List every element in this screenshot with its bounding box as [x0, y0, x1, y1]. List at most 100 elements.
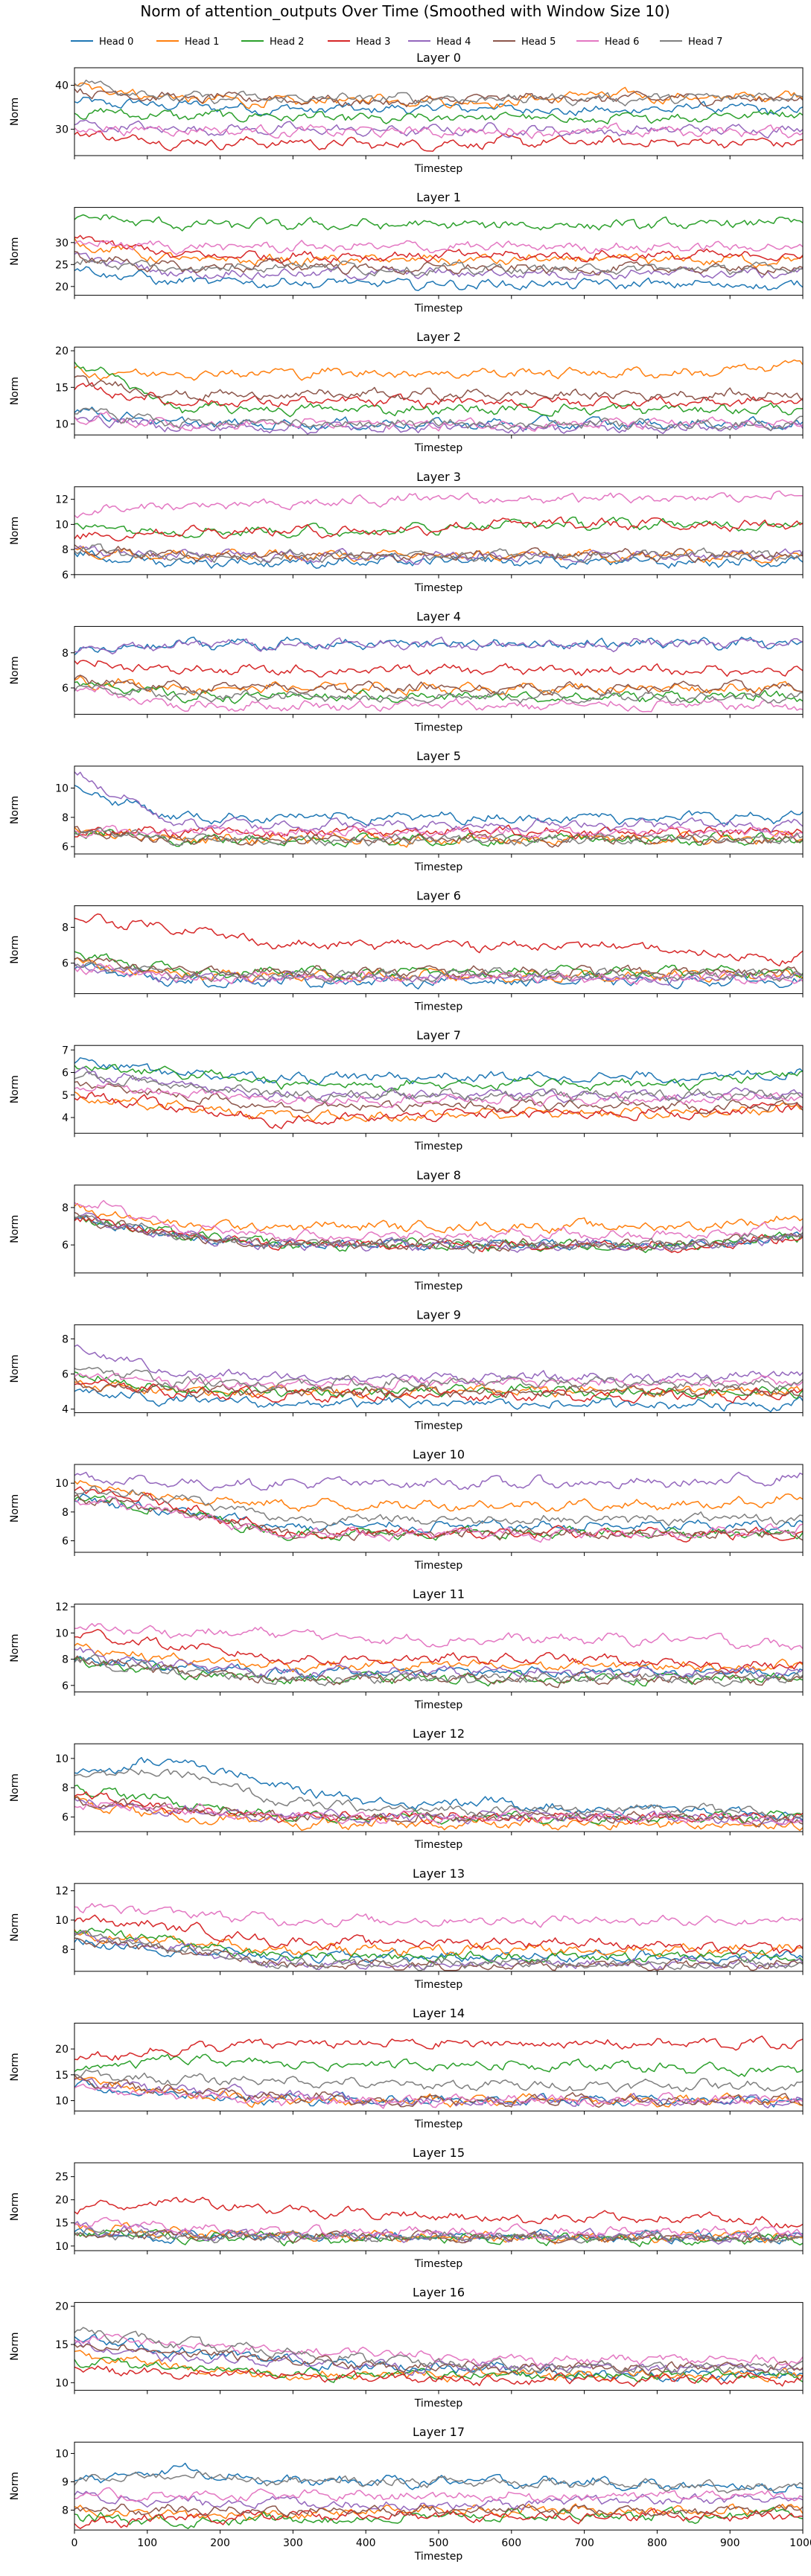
- series-line-3-3: [74, 516, 804, 542]
- ytick-label-11-2: 10: [55, 1627, 69, 1639]
- legend-label-5: Head 5: [521, 36, 556, 48]
- ytick-label-7-0: 4: [62, 1112, 69, 1124]
- ylabel-9: Norm: [9, 1354, 21, 1383]
- series-line-7-1: [74, 1091, 804, 1123]
- axes-frame-14: [74, 2022, 804, 2111]
- ylabel-4: Norm: [9, 656, 21, 684]
- series-line-2-3: [74, 382, 804, 409]
- ytick-label-8-1: 8: [62, 1202, 69, 1214]
- ytick-label-1-2: 30: [55, 237, 69, 249]
- series-line-5-4: [74, 771, 804, 834]
- ytick-label-12-0: 6: [62, 1812, 69, 1824]
- ylabel-0: Norm: [9, 98, 21, 126]
- ytick-label-16-2: 20: [55, 2301, 69, 2313]
- series-line-2-6: [74, 411, 804, 432]
- xlabel-0: Timestep: [414, 163, 463, 175]
- series-line-12-4: [74, 1798, 804, 1826]
- ytick-label-2-1: 15: [55, 382, 69, 394]
- xlabel-7: Timestep: [414, 1141, 463, 1152]
- xlabel-9: Timestep: [414, 1420, 463, 1432]
- axes-frame-0: [74, 67, 804, 156]
- xlabel-15: Timestep: [414, 2258, 463, 2270]
- ylabel-17: Norm: [9, 2472, 21, 2500]
- series-line-14-2: [74, 2053, 804, 2077]
- ytick-label-14-2: 20: [55, 2044, 69, 2056]
- xlabel-4: Timestep: [414, 721, 463, 733]
- panel-title-17: Layer 17: [413, 2425, 465, 2439]
- series-line-0-2: [74, 107, 804, 125]
- series-line-17-1: [74, 2503, 804, 2521]
- legend-label-2: Head 2: [270, 36, 304, 48]
- ytick-label-12-2: 10: [55, 1753, 69, 1765]
- figure-title: Norm of attention_outputs Over Time (Smo…: [140, 2, 670, 20]
- panel-title-16: Layer 16: [413, 2286, 465, 2300]
- ytick-label-11-1: 8: [62, 1654, 69, 1666]
- series-line-2-5: [74, 374, 804, 402]
- ytick-label-6-0: 6: [62, 958, 69, 970]
- series-line-17-5: [74, 2503, 804, 2517]
- series-line-1-7: [74, 258, 804, 277]
- series-line-0-1: [74, 82, 804, 109]
- panel-title-3: Layer 3: [416, 470, 461, 484]
- ytick-label-11-3: 12: [55, 1601, 69, 1613]
- legend-label-6: Head 6: [605, 36, 639, 48]
- series-line-6-6: [74, 963, 804, 985]
- series-line-13-3: [74, 1914, 804, 1955]
- series-line-17-2: [74, 2506, 804, 2530]
- ylabel-11: Norm: [9, 1634, 21, 1662]
- series-line-0-3: [74, 130, 804, 152]
- ytick-label-13-2: 12: [55, 1886, 69, 1898]
- series-line-3-5: [74, 544, 804, 564]
- series-line-17-6: [74, 2487, 804, 2503]
- ytick-label-14-0: 10: [55, 2096, 69, 2108]
- series-line-16-4: [74, 2340, 804, 2376]
- ytick-label-4-0: 6: [62, 683, 69, 695]
- series-line-12-1: [74, 1796, 804, 1831]
- ytick-label-15-3: 25: [55, 2172, 69, 2184]
- series-line-14-3: [74, 2035, 804, 2062]
- series-line-1-5: [74, 251, 804, 275]
- ylabel-8: Norm: [9, 1215, 21, 1243]
- series-line-1-2: [74, 214, 804, 232]
- ytick-label-17-2: 10: [55, 2448, 69, 2460]
- series-line-10-4: [74, 1471, 804, 1491]
- series-line-9-3: [74, 1379, 804, 1404]
- legend-label-0: Head 0: [99, 36, 133, 48]
- xlabel-16: Timestep: [414, 2398, 463, 2410]
- ytick-label-13-1: 10: [55, 1915, 69, 1927]
- ytick-label-12-1: 8: [62, 1782, 69, 1794]
- ytick-label-2-2: 20: [55, 345, 69, 357]
- series-line-12-3: [74, 1791, 804, 1825]
- series-line-3-7: [74, 543, 804, 564]
- ytick-label-7-1: 5: [62, 1090, 69, 1102]
- series-line-8-2: [74, 1215, 804, 1254]
- ytick-label-2-0: 10: [55, 418, 69, 430]
- panel-title-14: Layer 14: [413, 2006, 465, 2020]
- ytick-label-5-1: 8: [62, 812, 69, 824]
- panel-title-13: Layer 13: [413, 1866, 465, 1881]
- xtick-label-2: 200: [210, 2537, 230, 2549]
- ytick-label-0-0: 30: [55, 124, 69, 136]
- series-line-12-0: [74, 1756, 804, 1821]
- ytick-label-3-2: 10: [55, 519, 69, 531]
- series-line-3-4: [74, 545, 804, 565]
- series-line-16-3: [74, 2365, 804, 2388]
- series-line-9-7: [74, 1366, 804, 1391]
- series-line-10-1: [74, 1480, 804, 1512]
- series-line-5-2: [74, 829, 804, 848]
- series-line-10-7: [74, 1485, 804, 1527]
- ytick-label-7-2: 6: [62, 1068, 69, 1080]
- xlabel-11: Timestep: [414, 1700, 463, 1712]
- series-line-4-4: [74, 637, 804, 655]
- series-line-1-1: [74, 237, 804, 269]
- ytick-label-10-0: 6: [62, 1536, 69, 1548]
- series-line-1-3: [74, 235, 804, 264]
- series-line-5-0: [74, 785, 804, 826]
- ytick-label-4-1: 8: [62, 648, 69, 660]
- series-line-6-0: [74, 962, 804, 989]
- series-line-7-2: [74, 1064, 804, 1093]
- series-line-15-6: [74, 2216, 804, 2240]
- series-line-13-5: [74, 1937, 804, 1971]
- series-line-15-7: [74, 2228, 804, 2244]
- ytick-label-15-0: 10: [55, 2241, 69, 2253]
